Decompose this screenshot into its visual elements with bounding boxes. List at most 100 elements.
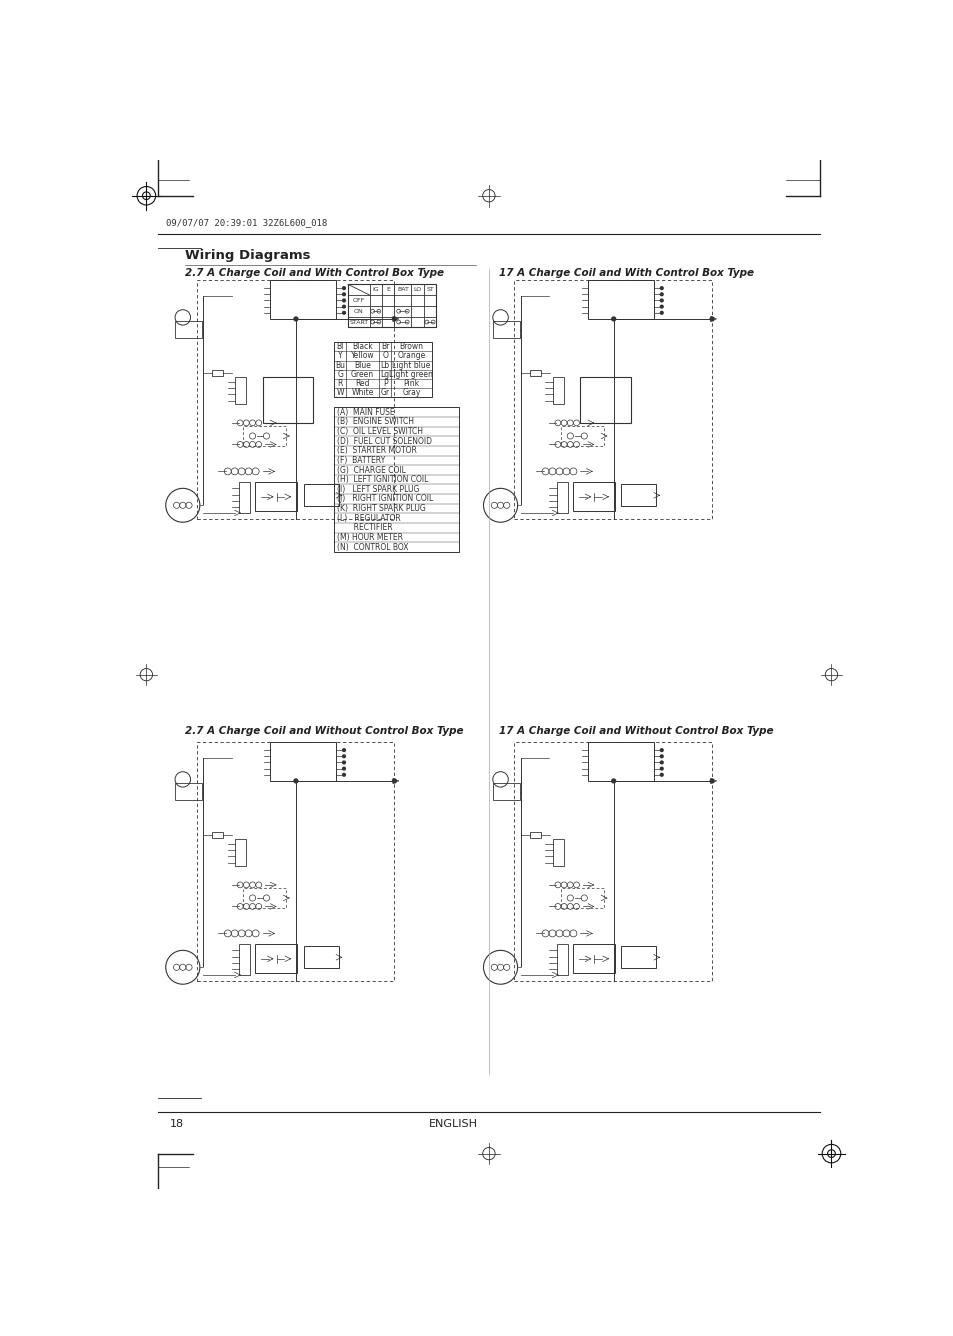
Text: START: START	[349, 319, 368, 325]
Text: (A)  MAIN FUSE: (A) MAIN FUSE	[336, 407, 395, 417]
Text: E: E	[386, 287, 390, 293]
Text: Y: Y	[337, 351, 342, 361]
Text: RECTIFIER: RECTIFIER	[336, 524, 393, 532]
Text: Lg: Lg	[380, 370, 389, 379]
Text: ST: ST	[426, 287, 434, 293]
Circle shape	[294, 779, 297, 783]
Bar	[270, 281, 335, 319]
Text: 2.7 A Charge Coil and With Control Box Type: 2.7 A Charge Coil and With Control Box T…	[185, 267, 444, 278]
Bar	[557, 482, 567, 513]
Circle shape	[659, 299, 662, 302]
Text: (M) HOUR METER: (M) HOUR METER	[336, 533, 402, 542]
Text: ON: ON	[354, 309, 363, 314]
Text: Bl: Bl	[336, 342, 343, 351]
Bar	[334, 342, 431, 398]
Text: (J)   RIGHT IGNITION COIL: (J) RIGHT IGNITION COIL	[336, 494, 433, 504]
Bar	[572, 945, 615, 974]
Text: Gray: Gray	[402, 389, 420, 397]
Text: BAT: BAT	[396, 287, 409, 293]
Text: (N)  CONTROL BOX: (N) CONTROL BOX	[336, 542, 408, 552]
Bar	[334, 407, 459, 552]
Bar	[620, 946, 656, 969]
Circle shape	[392, 779, 395, 783]
Text: (I)   LEFT SPARK PLUG: (I) LEFT SPARK PLUG	[336, 485, 419, 494]
Text: 18: 18	[170, 1118, 184, 1129]
Text: G: G	[336, 370, 343, 379]
Bar	[557, 945, 567, 975]
Text: Green: Green	[351, 370, 374, 379]
Bar	[270, 743, 335, 782]
Text: 2.7 A Charge Coil and Without Control Box Type: 2.7 A Charge Coil and Without Control Bo…	[185, 725, 463, 736]
Bar	[348, 285, 436, 327]
Circle shape	[611, 317, 615, 321]
Circle shape	[342, 774, 345, 776]
Text: 17 A Charge Coil and Without Control Box Type: 17 A Charge Coil and Without Control Box…	[498, 725, 773, 736]
Text: Bu: Bu	[335, 361, 345, 370]
Circle shape	[659, 774, 662, 776]
Text: (D)  FUEL CUT SOLENOID: (D) FUEL CUT SOLENOID	[336, 437, 432, 446]
Text: 17 A Charge Coil and With Control Box Type: 17 A Charge Coil and With Control Box Ty…	[498, 267, 753, 278]
Bar	[493, 783, 519, 800]
Circle shape	[659, 311, 662, 314]
Bar	[493, 321, 519, 338]
Circle shape	[392, 317, 395, 321]
Text: Light blue: Light blue	[392, 361, 430, 370]
Text: R: R	[337, 379, 342, 389]
Circle shape	[342, 311, 345, 314]
Circle shape	[342, 755, 345, 758]
Circle shape	[342, 762, 345, 764]
Bar	[572, 482, 615, 512]
Circle shape	[659, 755, 662, 758]
Bar	[212, 832, 223, 838]
Bar	[235, 377, 246, 403]
Text: (L)   REGULATOR: (L) REGULATOR	[336, 513, 400, 522]
Text: O: O	[382, 351, 388, 361]
Text: (H)  LEFT IGNITION COIL: (H) LEFT IGNITION COIL	[336, 476, 428, 484]
Circle shape	[659, 762, 662, 764]
Text: (F)  BATTERY: (F) BATTERY	[336, 456, 385, 465]
Circle shape	[659, 293, 662, 295]
Bar	[239, 482, 250, 513]
Text: Yellow: Yellow	[351, 351, 374, 361]
Text: (K)  RIGHT SPARK PLUG: (K) RIGHT SPARK PLUG	[336, 504, 425, 513]
Circle shape	[659, 748, 662, 752]
Bar	[262, 377, 313, 424]
Text: Red: Red	[355, 379, 370, 389]
Bar	[579, 377, 630, 424]
Bar	[587, 743, 654, 782]
Bar	[254, 482, 297, 512]
Bar	[303, 485, 338, 506]
Circle shape	[342, 293, 345, 295]
Bar	[620, 485, 656, 506]
Text: White: White	[351, 389, 374, 397]
Text: Br: Br	[380, 342, 389, 351]
Circle shape	[659, 287, 662, 290]
Bar	[174, 783, 202, 800]
Text: Blue: Blue	[354, 361, 371, 370]
Bar	[553, 377, 563, 403]
Circle shape	[709, 779, 713, 783]
Bar	[174, 321, 202, 338]
Circle shape	[342, 748, 345, 752]
Bar	[254, 945, 297, 974]
Text: OFF: OFF	[353, 298, 364, 303]
Text: Orange: Orange	[396, 351, 425, 361]
Text: ENGLISH: ENGLISH	[429, 1118, 477, 1129]
Circle shape	[342, 287, 345, 290]
Text: 09/07/07 20:39:01 32Z6L600_018: 09/07/07 20:39:01 32Z6L600_018	[166, 218, 327, 227]
Text: Light green: Light green	[389, 370, 433, 379]
Bar	[212, 370, 223, 375]
Text: IG: IG	[372, 287, 378, 293]
Text: (C)  OIL LEVEL SWITCH: (C) OIL LEVEL SWITCH	[336, 428, 422, 436]
Bar	[553, 839, 563, 866]
Bar	[530, 370, 540, 375]
Text: Pink: Pink	[403, 379, 419, 389]
Text: (E)  STARTER MOTOR: (E) STARTER MOTOR	[336, 446, 416, 456]
Bar	[303, 946, 338, 969]
Circle shape	[709, 317, 713, 321]
Circle shape	[659, 767, 662, 770]
Text: Gr: Gr	[380, 389, 389, 397]
Circle shape	[611, 779, 615, 783]
Bar	[239, 945, 250, 975]
Text: Brown: Brown	[399, 342, 423, 351]
